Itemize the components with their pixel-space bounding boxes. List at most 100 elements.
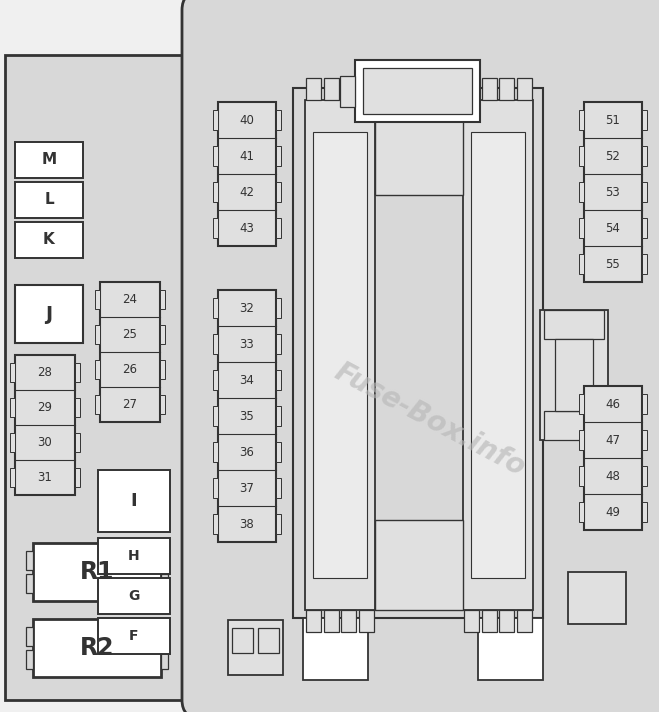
Bar bbox=[375, 520, 463, 610]
Bar bbox=[213, 110, 218, 130]
Bar bbox=[517, 78, 532, 100]
Bar bbox=[568, 572, 626, 624]
Bar bbox=[642, 146, 647, 166]
Bar bbox=[98, 578, 170, 614]
Text: 32: 32 bbox=[240, 301, 254, 315]
Bar bbox=[482, 78, 498, 100]
Bar bbox=[579, 146, 584, 166]
Bar bbox=[642, 182, 647, 202]
Bar bbox=[218, 102, 276, 246]
Bar bbox=[161, 627, 168, 646]
Bar bbox=[160, 360, 165, 379]
Text: 40: 40 bbox=[240, 113, 254, 127]
Text: 47: 47 bbox=[606, 434, 621, 446]
Bar bbox=[160, 325, 165, 344]
Text: 28: 28 bbox=[38, 366, 53, 379]
Text: 51: 51 bbox=[606, 113, 620, 127]
Bar bbox=[463, 100, 533, 610]
Text: G: G bbox=[129, 589, 140, 603]
Bar bbox=[359, 78, 374, 100]
Bar bbox=[15, 355, 75, 495]
Bar bbox=[161, 551, 168, 570]
Bar bbox=[276, 370, 281, 390]
Bar bbox=[276, 478, 281, 498]
Bar bbox=[26, 627, 33, 646]
Bar bbox=[375, 105, 463, 195]
Bar bbox=[306, 610, 321, 632]
Bar bbox=[98, 618, 170, 654]
Bar bbox=[98, 538, 170, 574]
Bar bbox=[579, 430, 584, 450]
Bar bbox=[306, 78, 321, 100]
Bar bbox=[478, 618, 543, 680]
Bar bbox=[276, 442, 281, 462]
Bar bbox=[305, 100, 375, 610]
Text: 48: 48 bbox=[606, 469, 620, 483]
Bar bbox=[75, 433, 80, 452]
Bar bbox=[213, 334, 218, 354]
Bar bbox=[544, 412, 604, 440]
Bar bbox=[293, 88, 543, 618]
Text: K: K bbox=[43, 233, 55, 248]
Bar bbox=[579, 394, 584, 414]
Bar bbox=[15, 142, 83, 178]
Bar bbox=[544, 310, 604, 339]
Bar bbox=[324, 610, 339, 632]
Bar bbox=[10, 398, 15, 417]
Bar bbox=[5, 55, 190, 700]
Text: Fuse-Box.info: Fuse-Box.info bbox=[330, 358, 530, 482]
Bar bbox=[10, 468, 15, 487]
Bar bbox=[642, 502, 647, 522]
Text: R1: R1 bbox=[80, 560, 114, 584]
Bar bbox=[213, 406, 218, 426]
Text: 33: 33 bbox=[240, 337, 254, 350]
Bar bbox=[213, 218, 218, 238]
Text: 41: 41 bbox=[239, 150, 254, 162]
Bar bbox=[75, 363, 80, 382]
Text: L: L bbox=[44, 192, 54, 207]
Bar bbox=[98, 470, 170, 532]
Text: 27: 27 bbox=[123, 398, 138, 411]
Bar bbox=[228, 620, 283, 675]
Bar bbox=[276, 298, 281, 318]
Bar bbox=[584, 386, 642, 530]
Text: R2: R2 bbox=[80, 636, 114, 660]
Bar bbox=[464, 78, 479, 100]
Bar bbox=[359, 610, 374, 632]
Bar bbox=[276, 406, 281, 426]
Bar bbox=[642, 466, 647, 486]
Text: 46: 46 bbox=[606, 397, 621, 411]
Bar bbox=[26, 650, 33, 669]
Bar bbox=[642, 394, 647, 414]
Bar bbox=[33, 619, 161, 677]
Bar bbox=[10, 433, 15, 452]
Bar bbox=[276, 182, 281, 202]
Bar bbox=[160, 395, 165, 414]
Bar bbox=[26, 575, 33, 593]
Bar bbox=[161, 650, 168, 669]
Bar bbox=[276, 514, 281, 534]
Text: 26: 26 bbox=[123, 363, 138, 376]
Bar bbox=[10, 363, 15, 382]
Bar bbox=[464, 610, 479, 632]
Bar bbox=[95, 395, 100, 414]
Bar bbox=[75, 398, 80, 417]
Bar bbox=[579, 254, 584, 274]
Bar bbox=[517, 610, 532, 632]
Bar bbox=[499, 610, 514, 632]
Bar bbox=[258, 628, 279, 653]
Bar bbox=[213, 514, 218, 534]
Text: 24: 24 bbox=[123, 293, 138, 306]
Bar bbox=[642, 110, 647, 130]
Text: 52: 52 bbox=[606, 150, 620, 162]
Text: 53: 53 bbox=[606, 186, 620, 199]
Bar bbox=[482, 610, 498, 632]
Text: H: H bbox=[129, 549, 140, 563]
Bar bbox=[409, 83, 429, 105]
Bar bbox=[213, 146, 218, 166]
Text: J: J bbox=[45, 305, 53, 323]
Text: F: F bbox=[129, 629, 139, 643]
Bar bbox=[95, 325, 100, 344]
Bar bbox=[642, 430, 647, 450]
Bar bbox=[26, 551, 33, 570]
